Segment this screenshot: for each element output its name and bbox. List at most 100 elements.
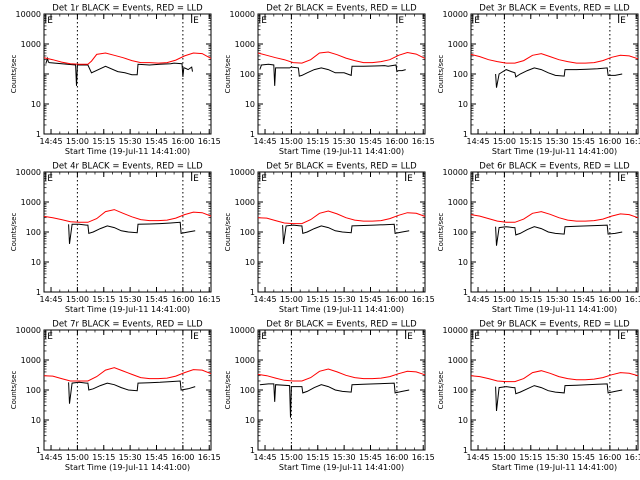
x-tick-label: 15:30 bbox=[333, 453, 356, 462]
y-tick-label: 10 bbox=[458, 416, 468, 425]
chart-panel-det1: Det 1r BLACK = Events, RED = LLD 1 10 1000 1… bbox=[10, 4, 221, 157]
y-tick-label: 1 bbox=[463, 446, 468, 455]
x-axis-label: Start Time (19-Jul-11 14:41:00) bbox=[492, 463, 617, 472]
y-tick-label: 10000 bbox=[443, 326, 468, 335]
e-marker-label: E bbox=[474, 174, 480, 184]
chart-title: Det 4r BLACK = Events, RED = LLD bbox=[52, 162, 203, 172]
e-marker-label: E bbox=[261, 332, 267, 342]
y-tick-label: 1000 bbox=[235, 40, 255, 49]
x-tick-label: 16:15 bbox=[625, 453, 640, 462]
y-tick-label: 1000 bbox=[235, 198, 255, 207]
y-tick-label: 100 bbox=[26, 228, 41, 237]
y-tick-label: 10 bbox=[245, 416, 255, 425]
x-tick-label: 14:45 bbox=[40, 453, 63, 462]
lld-series-line bbox=[257, 51, 426, 64]
lld-series-line bbox=[257, 210, 426, 225]
y-tick-label: 1 bbox=[36, 130, 41, 139]
e-marker-label: E bbox=[407, 174, 413, 184]
lld-series-line bbox=[257, 368, 426, 382]
y-tick-label: 100 bbox=[453, 228, 468, 237]
y-tick-label: 1 bbox=[250, 288, 255, 297]
x-tick-label: 15:30 bbox=[333, 295, 356, 304]
events-series-line bbox=[282, 223, 410, 244]
x-tick-label: 15:45 bbox=[572, 295, 595, 304]
y-tick-label: 1 bbox=[463, 130, 468, 139]
y-tick-label: 10000 bbox=[443, 168, 468, 177]
x-tick-label: 14:45 bbox=[254, 295, 277, 304]
chart-panel-det4: Det 4r BLACK = Events, RED = LLD 1 10 100 10… bbox=[10, 162, 221, 315]
e-marker-label: E bbox=[193, 16, 199, 26]
y-tick-label: 1000 bbox=[235, 356, 255, 365]
y-tick-label: 100 bbox=[240, 228, 255, 237]
x-tick-label: 15:00 bbox=[493, 453, 516, 462]
x-tick-label: 15:00 bbox=[493, 137, 516, 146]
e-marker-label: E bbox=[47, 16, 53, 26]
x-tick-label: 15:00 bbox=[66, 295, 89, 304]
events-series-line bbox=[495, 67, 623, 88]
events-series-line bbox=[495, 383, 623, 412]
lld-series-line bbox=[470, 211, 639, 223]
y-tick-label: 10 bbox=[31, 416, 41, 425]
y-tick-label: 10000 bbox=[16, 10, 41, 19]
y-tick-label: 100 bbox=[240, 70, 255, 79]
plot-frame bbox=[257, 329, 426, 451]
y-tick-label: 10000 bbox=[230, 10, 255, 19]
x-tick-label: 15:00 bbox=[66, 453, 89, 462]
e-marker-label: E bbox=[474, 332, 480, 342]
x-tick-label: 16:00 bbox=[385, 453, 408, 462]
x-axis-label: Start Time (19-Jul-11 14:41:00) bbox=[65, 463, 190, 472]
events-series-line bbox=[45, 56, 193, 86]
lld-series-line bbox=[43, 52, 212, 65]
e-marker-label: E bbox=[407, 332, 413, 342]
chart-title: Det 8r BLACK = Events, RED = LLD bbox=[266, 320, 417, 330]
chart-title: Det 1r BLACK = Events, RED = LLD bbox=[52, 4, 203, 14]
e-marker-label: E bbox=[620, 332, 626, 342]
e-marker-label: E bbox=[474, 16, 480, 26]
y-tick-label: 100 bbox=[453, 386, 468, 395]
x-tick-label: 14:45 bbox=[467, 295, 490, 304]
y-tick-label: 10 bbox=[245, 100, 255, 109]
x-tick-label: 16:15 bbox=[625, 295, 640, 304]
x-tick-label: 15:30 bbox=[546, 137, 569, 146]
x-tick-label: 15:30 bbox=[546, 453, 569, 462]
chart-panel-det6: Det 6r BLACK = Events, RED = LLD 1 10 100 10… bbox=[437, 162, 640, 315]
e-marker-label: E bbox=[193, 174, 199, 184]
x-tick-label: 16:00 bbox=[385, 137, 408, 146]
events-series-line bbox=[259, 382, 410, 418]
x-tick-label: 15:30 bbox=[119, 295, 142, 304]
y-tick-label: 100 bbox=[26, 386, 41, 395]
x-tick-label: 15:15 bbox=[519, 295, 542, 304]
x-tick-label: 15:15 bbox=[92, 295, 115, 304]
y-tick-label: 10 bbox=[31, 258, 41, 267]
e-marker-label: E bbox=[398, 16, 404, 26]
x-tick-label: 15:15 bbox=[306, 137, 329, 146]
x-tick-label: 16:00 bbox=[598, 453, 621, 462]
y-tick-label: 10000 bbox=[443, 10, 468, 19]
x-tick-label: 16:15 bbox=[198, 453, 221, 462]
x-tick-label: 15:15 bbox=[92, 137, 115, 146]
x-axis-label: Start Time (19-Jul-11 14:41:00) bbox=[65, 305, 190, 314]
x-axis-label: Start Time (19-Jul-11 14:41:00) bbox=[65, 147, 190, 156]
x-tick-label: 16:00 bbox=[171, 137, 194, 146]
e-marker-label: E bbox=[47, 332, 53, 342]
y-tick-label: 100 bbox=[240, 386, 255, 395]
x-tick-label: 16:15 bbox=[412, 453, 435, 462]
x-tick-label: 15:30 bbox=[546, 295, 569, 304]
y-tick-label: 1 bbox=[36, 446, 41, 455]
x-tick-label: 15:45 bbox=[145, 453, 168, 462]
events-series-line bbox=[68, 221, 196, 244]
x-tick-label: 14:45 bbox=[40, 295, 63, 304]
x-tick-label: 16:00 bbox=[171, 453, 194, 462]
x-tick-label: 14:45 bbox=[467, 137, 490, 146]
y-tick-label: 10000 bbox=[16, 168, 41, 177]
x-axis-label: Start Time (19-Jul-11 14:41:00) bbox=[279, 305, 404, 314]
x-tick-label: 16:15 bbox=[198, 295, 221, 304]
x-tick-label: 15:00 bbox=[280, 137, 303, 146]
y-tick-label: 1 bbox=[463, 288, 468, 297]
chart-title: Det 7r BLACK = Events, RED = LLD bbox=[52, 320, 203, 330]
x-tick-label: 15:30 bbox=[333, 137, 356, 146]
y-tick-label: 10000 bbox=[230, 168, 255, 177]
e-marker-label: E bbox=[620, 16, 626, 26]
lld-series-line bbox=[470, 370, 639, 383]
x-tick-label: 15:00 bbox=[280, 453, 303, 462]
